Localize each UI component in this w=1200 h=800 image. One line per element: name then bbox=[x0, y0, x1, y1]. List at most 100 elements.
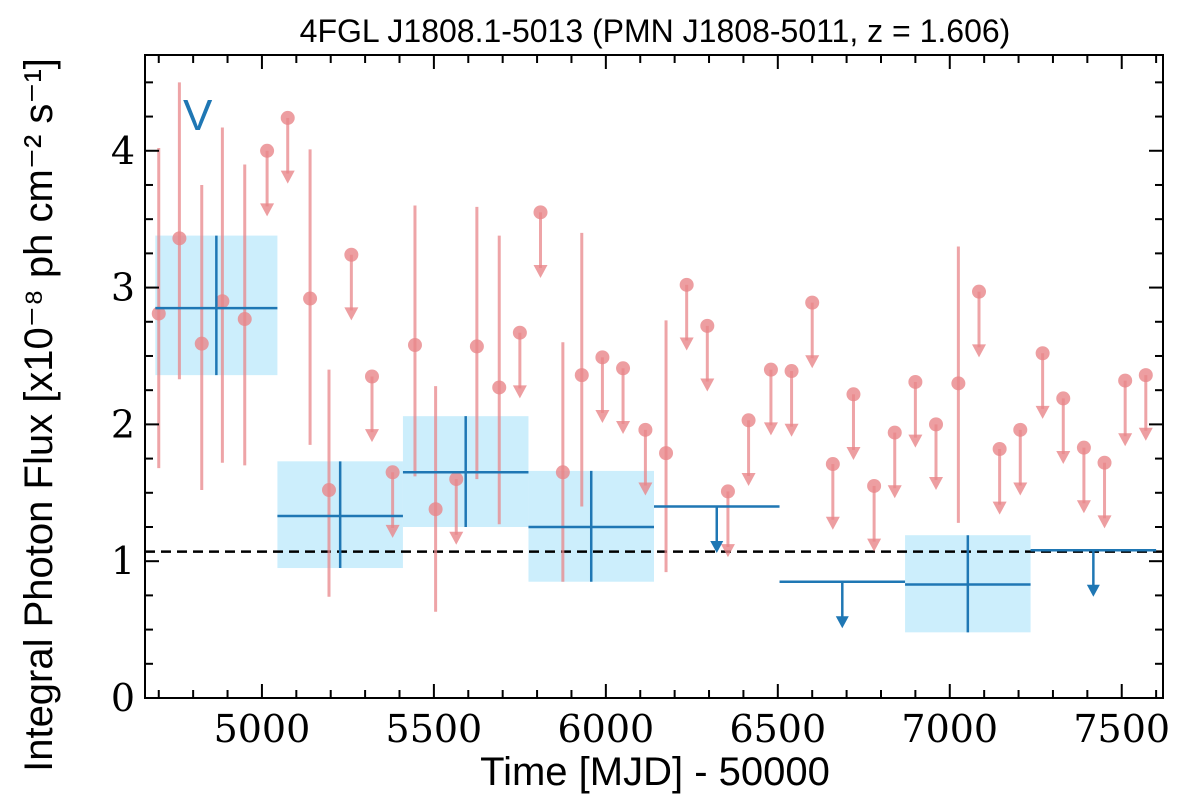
short-bin-limit-arrow bbox=[929, 477, 944, 491]
short-bin-detection bbox=[574, 232, 589, 507]
plot-frame bbox=[144, 54, 1164, 699]
short-bin-point bbox=[407, 338, 422, 353]
short-bin-upper-limit bbox=[805, 295, 820, 369]
short-bin-point bbox=[574, 368, 589, 383]
short-bin-upper-limit bbox=[595, 350, 610, 424]
long-bin-upper-limit bbox=[779, 580, 906, 629]
short-bin-detection bbox=[321, 369, 336, 597]
long-bin-detection bbox=[277, 461, 403, 569]
short-bin-upper-limit bbox=[1138, 368, 1153, 441]
short-bin-limit-point bbox=[784, 364, 799, 379]
short-bin-detection bbox=[172, 82, 187, 380]
short-bin-limit-point bbox=[280, 110, 295, 125]
short-bin-limit-point bbox=[1013, 422, 1028, 437]
short-bin-point bbox=[492, 380, 507, 395]
short-bin-upper-limit bbox=[638, 422, 653, 496]
short-bin-limit-point bbox=[1035, 346, 1050, 361]
short-bin-upper-limit bbox=[1118, 373, 1133, 447]
short-bin-upper-limit bbox=[280, 110, 295, 184]
short-bin-limit-point bbox=[1097, 455, 1112, 470]
short-bin-limit-arrow bbox=[638, 482, 653, 496]
x-tick-label: 7000 bbox=[901, 707, 998, 751]
short-bin-upper-limit bbox=[449, 472, 464, 545]
short-bin-limit-arrow bbox=[972, 344, 987, 358]
short-bin-upper-limit bbox=[700, 318, 715, 392]
short-bin-limit-arrow bbox=[784, 423, 799, 437]
x-tick-label: 6500 bbox=[729, 707, 826, 751]
short-bin-limit-point bbox=[449, 472, 464, 487]
short-bin-limit-arrow bbox=[763, 422, 778, 436]
short-bin-point bbox=[151, 306, 166, 321]
short-bin-limit-arrow bbox=[825, 516, 840, 530]
short-bin-limit-point bbox=[700, 318, 715, 333]
short-bin-limit-arrow bbox=[1013, 482, 1028, 496]
short-bin-detection bbox=[555, 342, 570, 582]
short-bin-limit-arrow bbox=[1097, 515, 1112, 529]
short-bin-limit-arrow bbox=[449, 531, 464, 545]
short-bin-limit-point bbox=[1118, 373, 1133, 388]
short-bin-upper-limit bbox=[1013, 422, 1028, 496]
short-bin-point bbox=[951, 376, 966, 391]
chart-title: 4FGL J1808.1-5013 (PMN J1808-5011, z = 1… bbox=[300, 13, 1011, 49]
long-bin-detection bbox=[528, 470, 654, 582]
short-bin-detection bbox=[428, 386, 443, 612]
short-bin-limit-point bbox=[929, 417, 944, 432]
short-bin-limit-point bbox=[512, 325, 527, 340]
short-bin-point bbox=[321, 483, 336, 498]
short-bin-upper-limit bbox=[616, 361, 631, 434]
short-bin-upper-limit bbox=[908, 374, 923, 448]
short-bin-limit-arrow bbox=[364, 429, 379, 443]
short-bin-limit-point bbox=[763, 362, 778, 377]
short-bin-limit-arrow bbox=[344, 307, 359, 321]
y-tick-label: 1 bbox=[111, 539, 135, 583]
long-bin-limit-arrow bbox=[710, 540, 724, 553]
short-bin-upper-limit bbox=[1035, 346, 1050, 419]
short-bin-point bbox=[659, 446, 674, 461]
short-bin-upper-limit bbox=[260, 143, 275, 217]
short-bin-detection bbox=[303, 149, 318, 445]
short-bin-limit-point bbox=[867, 478, 882, 493]
short-bin-limit-arrow bbox=[1035, 405, 1050, 419]
short-bin-limit-arrow bbox=[805, 355, 820, 369]
short-bin-limit-arrow bbox=[280, 170, 295, 184]
short-bin-layer bbox=[151, 82, 1153, 612]
short-bin-upper-limit bbox=[887, 425, 902, 499]
short-bin-limit-arrow bbox=[595, 410, 610, 424]
short-bin-limit-point bbox=[616, 361, 631, 376]
short-bin-limit-point bbox=[846, 387, 861, 402]
short-bin-upper-limit bbox=[763, 362, 778, 436]
axes-frame-layer bbox=[144, 54, 1164, 699]
short-bin-limit-point bbox=[344, 247, 359, 262]
short-bin-limit-point bbox=[533, 205, 548, 220]
y-tick-label: 2 bbox=[111, 402, 135, 446]
short-bin-limit-arrow bbox=[385, 524, 400, 538]
short-bin-limit-arrow bbox=[992, 501, 1007, 515]
y-tick-label: 3 bbox=[111, 266, 135, 310]
short-bin-upper-limit bbox=[825, 457, 840, 530]
short-bin-upper-limit bbox=[784, 364, 799, 437]
long-bin-detection bbox=[155, 235, 278, 376]
short-bin-detection bbox=[407, 205, 422, 477]
x-tick-label: 6000 bbox=[557, 707, 654, 751]
short-bin-upper-limit bbox=[364, 369, 379, 443]
x-tick-label: 5500 bbox=[386, 707, 483, 751]
short-bin-upper-limit bbox=[1056, 391, 1071, 465]
short-bin-detection bbox=[215, 127, 230, 463]
short-bin-upper-limit bbox=[867, 478, 882, 552]
short-bin-upper-limit bbox=[533, 205, 548, 278]
short-bin-limit-point bbox=[887, 425, 902, 440]
short-bin-point bbox=[172, 231, 187, 246]
short-bin-detection bbox=[469, 206, 484, 480]
short-bin-limit-arrow bbox=[1118, 433, 1133, 447]
short-bin-point bbox=[469, 339, 484, 354]
short-bin-limit-point bbox=[385, 465, 400, 480]
long-bin-upper-limit bbox=[654, 505, 780, 553]
short-bin-upper-limit bbox=[1097, 455, 1112, 529]
x-tick-label: 7500 bbox=[1073, 707, 1170, 751]
y-axis-label: Integral Photon Flux [x10⁻⁸ ph cm⁻² s⁻¹] bbox=[17, 58, 61, 772]
short-bin-detection bbox=[237, 164, 252, 466]
y-tick-label: 4 bbox=[111, 129, 135, 173]
short-bin-point bbox=[428, 502, 443, 517]
short-bin-limit-point bbox=[260, 143, 275, 158]
short-bin-limit-point bbox=[992, 442, 1007, 457]
